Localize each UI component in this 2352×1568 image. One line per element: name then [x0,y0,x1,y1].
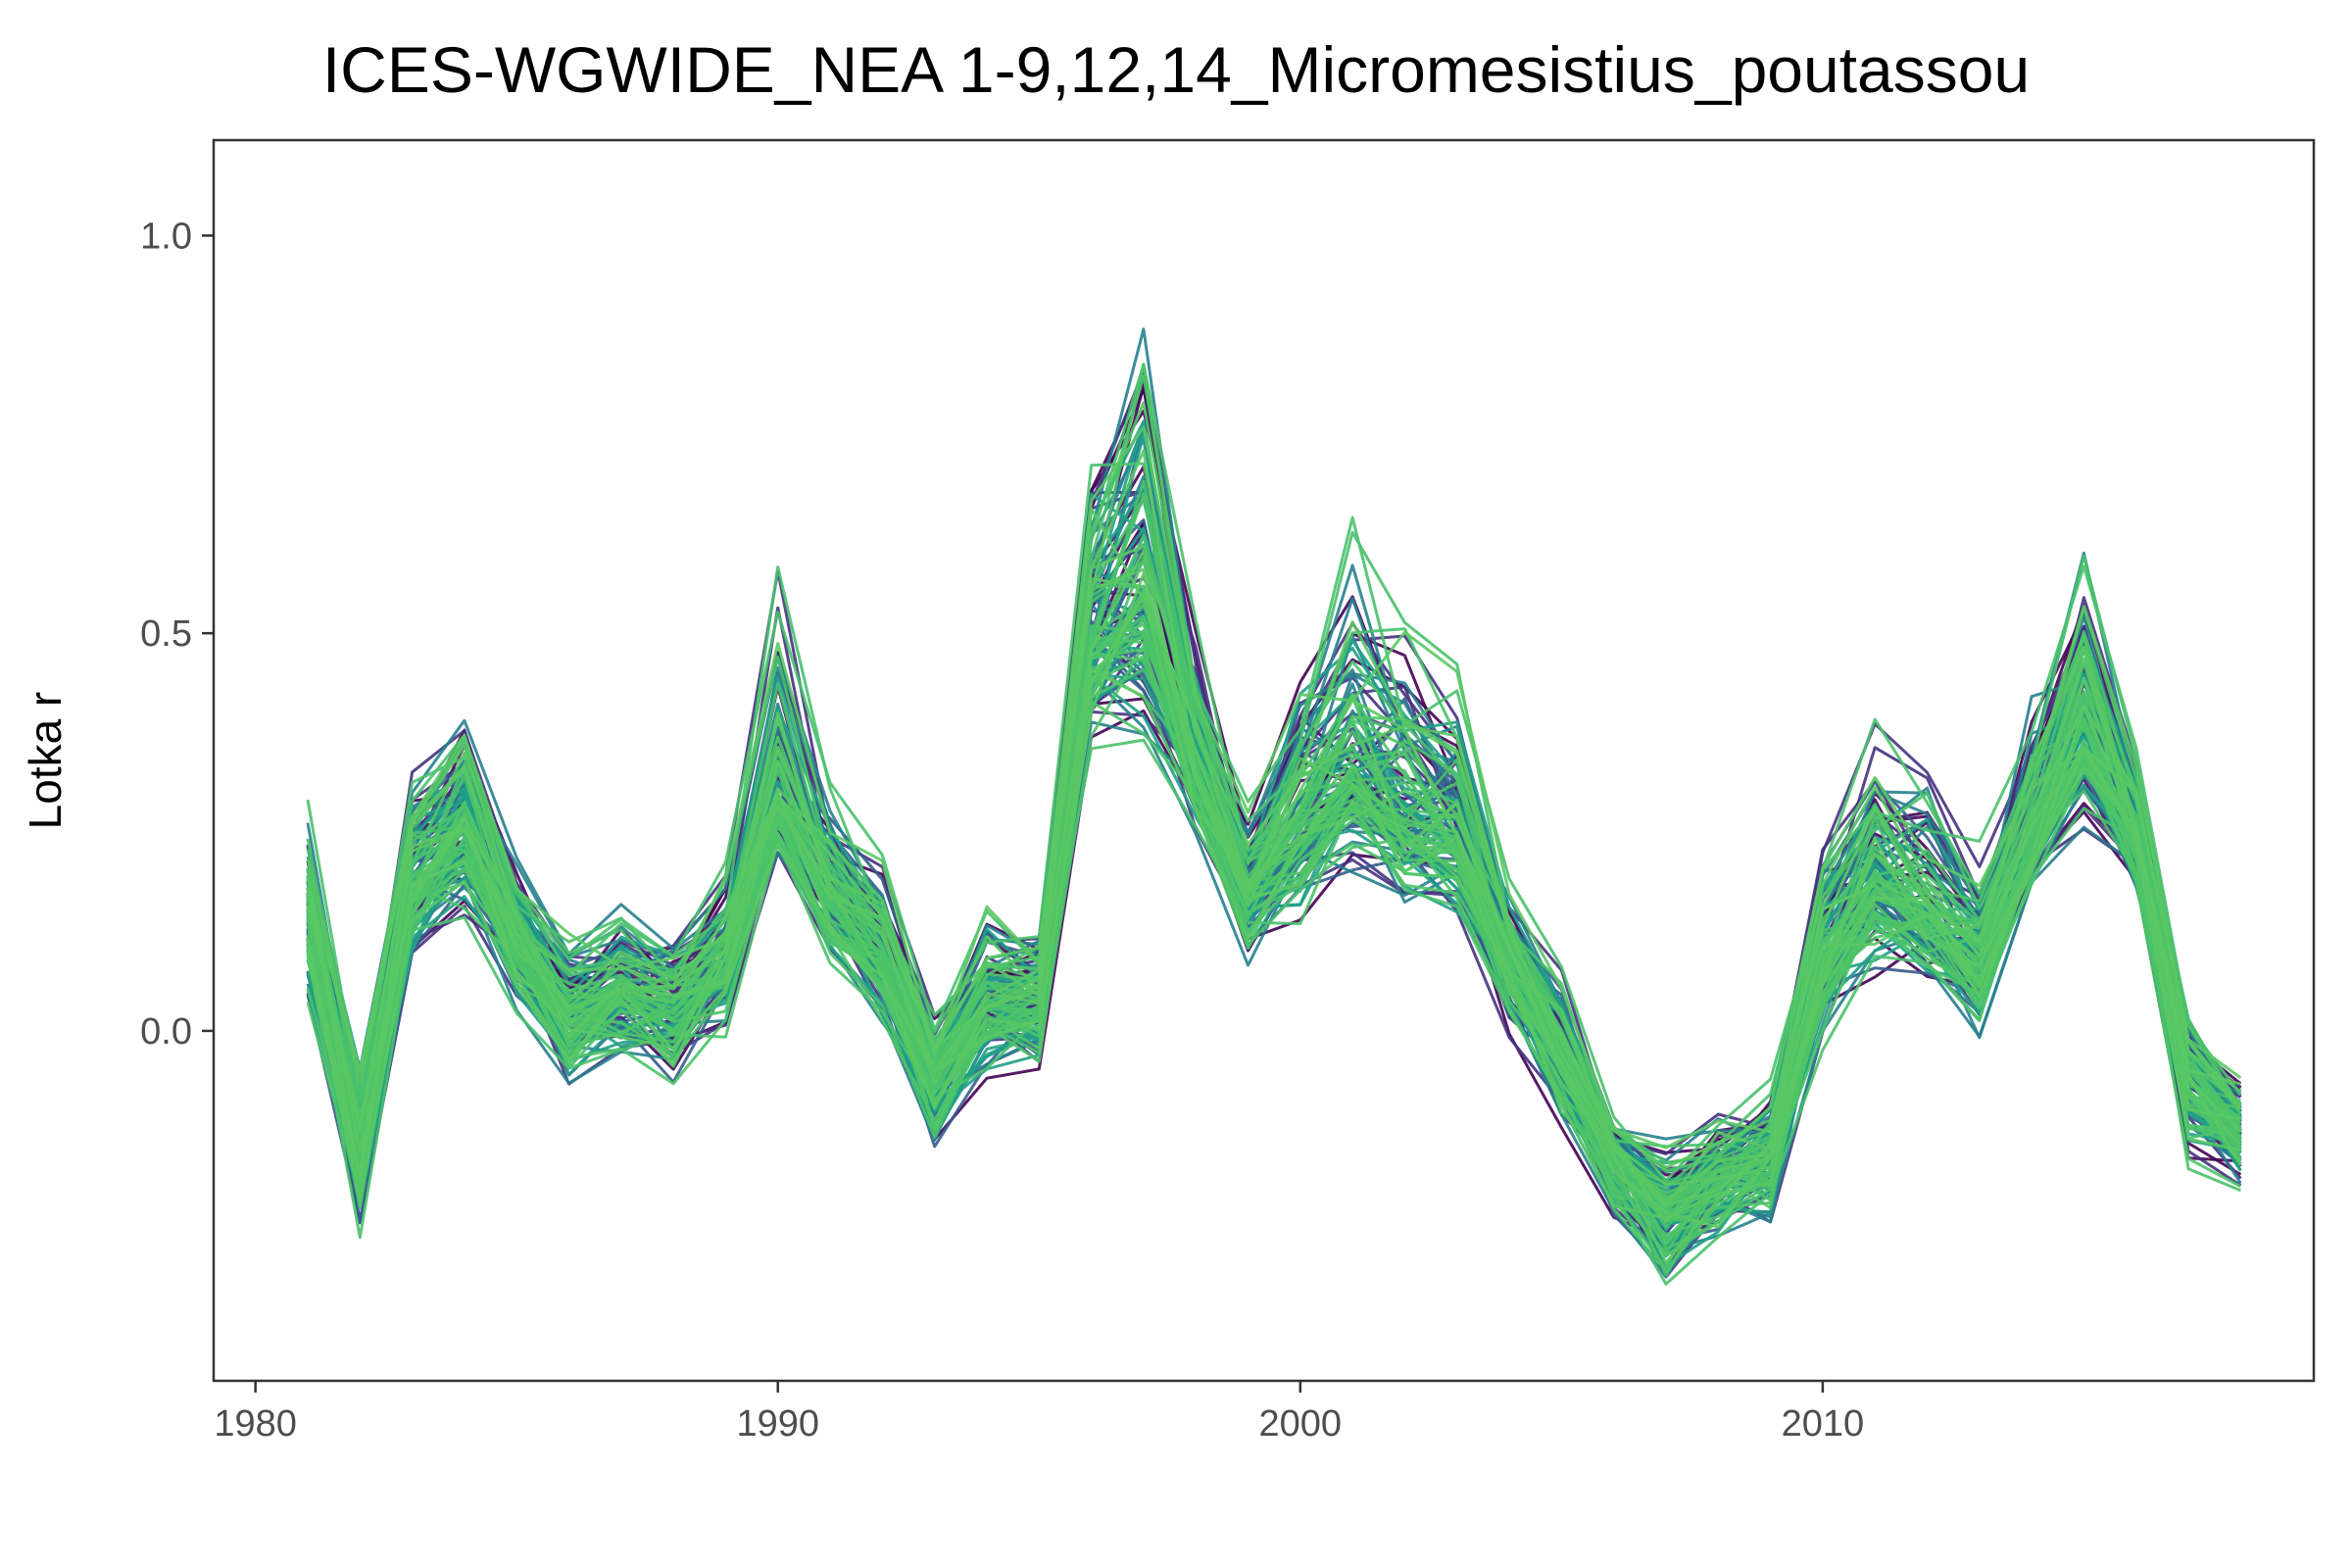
y-tick-label: 0.0 [140,1011,192,1053]
y-tick-label: 1.0 [140,216,192,257]
chart-title: ICES-WGWIDE_NEA 1-9,12,14_Micromesistius… [322,33,2030,106]
series-line [306,668,2242,1264]
y-tick-label: 0.5 [140,613,192,655]
series-line [306,635,2241,1219]
panel-border [212,138,2316,1383]
y-axis-title: Lotka r [20,692,71,830]
series-line [306,544,2241,1169]
series-line [306,449,2242,1187]
x-tick-label: 1990 [736,1403,819,1445]
series-line [306,507,2242,1208]
x-axis: 1980 1990 2000 2010 [214,1381,1864,1445]
series-line [306,738,2241,1286]
x-tick-label: 2010 [1782,1403,1865,1445]
series-line [306,374,2242,1183]
x-tick-label: 2000 [1259,1403,1343,1445]
series-layer [306,327,2242,1286]
series-line [306,363,2242,1164]
series-line [306,572,2242,1220]
series-line [306,425,2242,1150]
series-line [306,327,2242,1141]
series-line [306,549,2241,1203]
series-line [306,437,2242,1162]
y-axis: 0.0 0.5 1.0 [140,216,214,1053]
x-tick-label: 1980 [214,1403,297,1445]
series-line [306,674,2242,1279]
